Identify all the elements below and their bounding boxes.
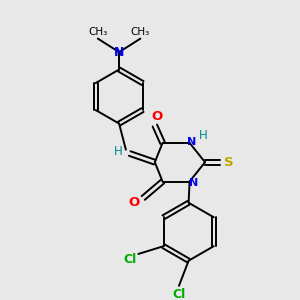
Text: Cl: Cl	[172, 288, 186, 300]
Text: N: N	[187, 137, 196, 147]
Text: CH₃: CH₃	[88, 27, 107, 37]
Text: H: H	[114, 145, 122, 158]
Text: O: O	[128, 196, 139, 209]
Text: CH₃: CH₃	[131, 27, 150, 37]
Text: O: O	[151, 110, 162, 123]
Text: N: N	[189, 178, 198, 188]
Text: S: S	[224, 156, 234, 169]
Text: N: N	[114, 46, 124, 59]
Text: H: H	[199, 129, 208, 142]
Text: Cl: Cl	[123, 253, 136, 266]
